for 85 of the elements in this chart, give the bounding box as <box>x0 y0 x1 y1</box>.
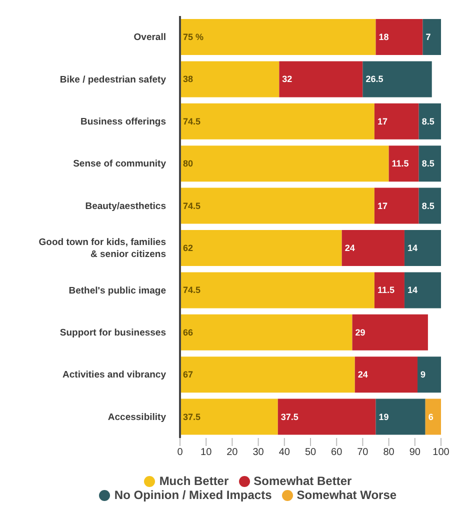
y-tick-label: Activities and vibrancy <box>62 369 167 380</box>
bar <box>180 230 342 266</box>
bar <box>376 19 423 55</box>
bar <box>376 398 426 435</box>
y-tick-label: Accessibility <box>108 411 167 422</box>
y-tick-label: Beauty/aesthetics <box>85 200 166 212</box>
x-tick-label: 50 <box>304 447 316 458</box>
x-tick-label: 60 <box>331 447 343 458</box>
data-label: 14 <box>407 243 418 253</box>
data-label: 66 <box>183 327 194 338</box>
data-label: 74.5 <box>183 285 201 296</box>
bar <box>180 188 374 224</box>
bar <box>279 61 363 98</box>
data-label: 74.5 <box>183 200 201 211</box>
bar <box>374 272 404 308</box>
legend-label: Much Better <box>159 474 229 488</box>
bar <box>418 103 441 140</box>
bar <box>404 272 441 308</box>
y-tick-label: Bethel's public image <box>68 284 166 296</box>
bar <box>418 188 441 224</box>
y-tick-label: Support for businesses <box>60 327 166 338</box>
bar <box>418 146 441 182</box>
data-label: 11.5 <box>392 158 409 169</box>
bar <box>180 61 280 98</box>
data-label: 67 <box>183 370 194 380</box>
data-label: 9 <box>420 370 426 380</box>
bar <box>180 19 376 55</box>
x-tick-label: 70 <box>357 447 369 458</box>
x-tick-label: 90 <box>409 447 421 458</box>
bar <box>418 356 441 393</box>
bar <box>180 103 374 140</box>
data-label: 8.5 <box>422 116 434 126</box>
bar <box>425 398 441 435</box>
y-tick-label: Good town for kids, families & senior citizens <box>38 236 166 260</box>
y-tick-label: Overall <box>134 32 166 43</box>
x-tick-label: 80 <box>383 447 395 458</box>
data-label: 11.5 <box>377 285 394 296</box>
bar <box>278 398 376 435</box>
bar <box>362 61 432 98</box>
bar <box>374 103 419 140</box>
y-tick-label: Sense of community <box>73 158 167 170</box>
x-tick-label: 100 <box>432 447 450 458</box>
data-label: 8.5 <box>422 158 434 169</box>
x-tick-label: 30 <box>252 447 264 458</box>
data-label: 80 <box>183 158 194 169</box>
data-label: 29 <box>355 327 366 338</box>
bar <box>180 146 389 182</box>
data-label: 17 <box>377 200 388 211</box>
data-label: 14 <box>407 285 418 296</box>
x-tick-label: 40 <box>278 447 290 458</box>
bar <box>404 230 441 266</box>
data-label: 24 <box>358 370 368 380</box>
data-label: 19 <box>378 412 389 422</box>
legend-label: Somewhat Better <box>254 474 352 488</box>
bar <box>422 19 441 55</box>
data-label: 38 <box>183 74 194 84</box>
x-tick-label: 10 <box>200 447 212 458</box>
data-label: 74.5 <box>183 116 201 126</box>
bar <box>374 188 419 224</box>
data-label: 37.5 <box>183 412 201 422</box>
bar <box>180 398 278 435</box>
data-label: 7 <box>426 32 431 42</box>
bar <box>180 272 374 308</box>
bar <box>180 356 355 393</box>
bar <box>354 356 418 393</box>
data-label: 75 % <box>183 32 204 42</box>
data-label: 32 <box>282 74 292 84</box>
data-label: 37.5 <box>280 412 298 422</box>
data-label: 17 <box>377 116 388 126</box>
data-label: 8.5 <box>422 200 434 211</box>
legend-label: No Opinion / Mixed Impacts <box>114 488 272 502</box>
data-label: 6 <box>428 412 434 422</box>
legend-label: Somewhat Worse <box>296 488 397 502</box>
data-label: 18 <box>378 32 389 42</box>
y-tick-label: Business offerings <box>80 116 166 127</box>
x-tick-label: 0 <box>177 447 184 458</box>
bar <box>180 314 352 350</box>
bar <box>388 146 419 182</box>
y-tick-label: Bike / pedestrian safety <box>60 74 167 85</box>
bar <box>342 230 404 266</box>
data-label: 26.5 <box>366 74 384 84</box>
data-label: 62 <box>183 243 194 253</box>
data-label: 24 <box>344 243 355 253</box>
x-tick-label: 20 <box>226 447 238 458</box>
bar <box>352 314 428 350</box>
